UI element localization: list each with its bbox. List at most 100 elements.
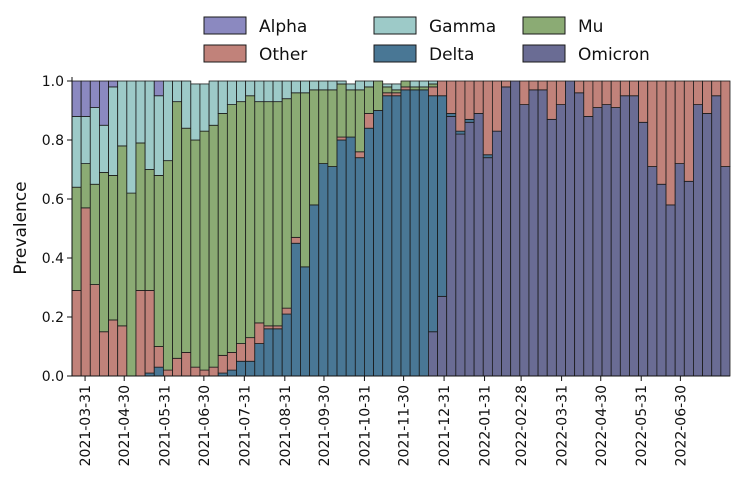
- legend-swatch-other: [203, 44, 247, 63]
- bar-segment-delta: [254, 343, 265, 377]
- x-tick-label: 2021-11-30: [397, 385, 413, 466]
- axes: [71, 77, 730, 377]
- legend: Alpha Gamma Mu Other Delta Omicron: [203, 16, 650, 65]
- legend-label-omicron: Omicron: [578, 45, 650, 65]
- bar-segment-other: [501, 80, 512, 88]
- bar-segment-alpha: [108, 80, 119, 88]
- bar-segment-mu: [327, 89, 338, 167]
- bar-segment-delta: [428, 95, 438, 333]
- bar-segment-delta: [327, 166, 338, 377]
- bar-segment-mu: [199, 130, 210, 371]
- bar-segment-gamma: [364, 80, 374, 88]
- bar-segment-mu: [117, 145, 128, 327]
- bar-segment-other: [272, 325, 283, 330]
- bar-segment-other: [455, 80, 466, 132]
- bar-segment-delta: [391, 95, 402, 377]
- bar-segment-delta: [437, 95, 448, 297]
- bar-segment-other: [555, 80, 566, 106]
- x-tick-label: 2022-06-30: [673, 385, 689, 466]
- bar-segment-mu: [300, 92, 311, 268]
- bar-segment-delta: [336, 139, 347, 377]
- bar-segment-gamma: [281, 80, 292, 100]
- bar-segment-mu: [281, 98, 292, 309]
- bar-segment-other: [364, 113, 374, 129]
- bar-segment-other: [99, 331, 109, 377]
- bar-segment-omicron: [647, 166, 658, 377]
- bar-segment-omicron: [464, 121, 475, 377]
- bar-segment-mu: [428, 83, 438, 88]
- bar-segment-other: [638, 80, 649, 123]
- bar-segment-delta: [455, 130, 466, 135]
- x-tick-label: 2021-08-31: [278, 385, 294, 466]
- bar-segment-delta: [272, 328, 283, 377]
- bar-segment-other: [162, 369, 173, 377]
- bar-segment-other: [117, 325, 128, 377]
- y-tick-label: 0.4: [42, 251, 64, 267]
- bar-segment-other: [519, 80, 530, 106]
- bar-segment-other: [217, 354, 228, 374]
- bar-segment-omicron: [601, 104, 612, 377]
- y-tick-label: 0.6: [42, 192, 64, 208]
- legend-label-mu: Mu: [578, 17, 603, 37]
- bar-segment-other: [537, 80, 548, 91]
- bar-segment-delta: [290, 242, 301, 377]
- bar-segment-other: [336, 136, 347, 141]
- legend-swatch-delta: [373, 44, 417, 63]
- bar-segment-omicron: [665, 204, 676, 377]
- bar-segment-mu: [153, 174, 164, 347]
- bar-segment-other: [190, 366, 201, 377]
- bar-segment-delta: [153, 366, 164, 377]
- bar-segment-delta: [318, 163, 329, 377]
- bar-segment-alpha: [89, 80, 100, 108]
- bar-segment-gamma: [181, 80, 192, 129]
- bar-segment-other: [665, 80, 676, 206]
- bar-segment-mu: [309, 89, 320, 206]
- bar-segment-omicron: [693, 104, 703, 377]
- bar-segment-other: [473, 80, 484, 114]
- x-tick-label: 2021-12-31: [437, 385, 453, 466]
- bar-segment-gamma: [135, 80, 146, 144]
- bar-segment-other: [491, 80, 502, 132]
- y-tick-label: 0.0: [42, 369, 64, 385]
- bar-segment-delta: [226, 369, 237, 377]
- bar-segment-other: [135, 290, 146, 377]
- bar-segment-omicron: [473, 113, 484, 377]
- bar-segment-other: [226, 351, 237, 371]
- bar-segment-gamma: [172, 80, 183, 103]
- bar-segment-mu: [108, 174, 119, 321]
- bar-segment-gamma: [153, 95, 164, 176]
- bar-segment-mu: [181, 127, 192, 353]
- bar-segment-mu: [391, 89, 402, 94]
- legend-swatch-mu: [522, 16, 566, 35]
- bar-segment-gamma: [245, 80, 256, 97]
- bar-segment-other: [199, 369, 210, 377]
- bar-segment-omicron: [482, 157, 493, 377]
- bar-segment-omicron: [583, 116, 594, 377]
- bar-segment-gamma: [428, 80, 438, 85]
- bar-segment-other: [172, 357, 183, 377]
- bar-segment-delta: [364, 127, 374, 377]
- bar-segment-mu: [190, 139, 201, 368]
- bar-segment-gamma: [89, 107, 100, 185]
- bar-segment-omicron: [501, 86, 512, 377]
- legend-label-alpha: Alpha: [259, 17, 307, 37]
- x-tick-label: 2021-04-30: [117, 385, 133, 466]
- bar-segment-mu: [126, 192, 137, 377]
- bar-segment-gamma: [290, 80, 301, 94]
- bar-segment-omicron: [574, 92, 585, 377]
- bar-segment-gamma: [336, 80, 347, 85]
- bar-segment-other: [546, 80, 557, 120]
- bar-segment-gamma: [409, 80, 420, 88]
- bar-segment-mu: [172, 101, 183, 359]
- bar-segment-omicron: [720, 166, 731, 377]
- bar-segment-other: [71, 290, 82, 377]
- bar-segment-delta: [345, 136, 356, 377]
- bar-segment-omicron: [656, 183, 667, 377]
- bar-segment-delta: [354, 157, 365, 377]
- bar-segment-delta: [382, 95, 393, 377]
- bar-segment-mu: [290, 92, 301, 238]
- x-tick-label: 2021-07-31: [237, 385, 253, 466]
- bar-segment-mu: [336, 83, 347, 138]
- bar-segment-alpha: [80, 80, 91, 117]
